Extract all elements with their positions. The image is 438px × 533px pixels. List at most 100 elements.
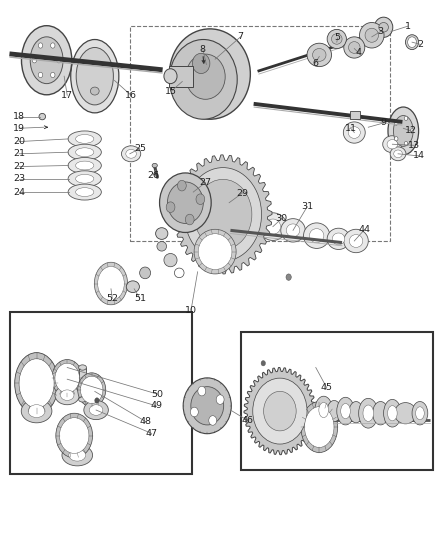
Ellipse shape — [304, 407, 333, 448]
Ellipse shape — [69, 449, 85, 461]
Ellipse shape — [80, 376, 102, 403]
Ellipse shape — [303, 223, 329, 248]
Text: 26: 26 — [147, 171, 159, 180]
Ellipse shape — [191, 386, 223, 425]
Text: 4: 4 — [355, 49, 361, 57]
Text: 11: 11 — [344, 124, 356, 133]
Text: 19: 19 — [13, 124, 25, 133]
Text: 23: 23 — [13, 174, 25, 183]
Ellipse shape — [306, 43, 331, 67]
Ellipse shape — [68, 158, 101, 173]
Text: 9: 9 — [380, 118, 386, 127]
Bar — [11, 312, 191, 474]
Text: 14: 14 — [412, 151, 424, 160]
Ellipse shape — [94, 262, 127, 305]
Ellipse shape — [68, 144, 101, 160]
Ellipse shape — [89, 405, 102, 415]
Text: 10: 10 — [185, 305, 197, 314]
Ellipse shape — [56, 413, 92, 458]
Ellipse shape — [169, 39, 237, 119]
Text: 52: 52 — [106, 294, 118, 303]
Ellipse shape — [75, 134, 94, 143]
Ellipse shape — [156, 241, 166, 251]
Ellipse shape — [263, 391, 296, 431]
Ellipse shape — [152, 164, 157, 167]
Text: 13: 13 — [407, 141, 419, 150]
Ellipse shape — [76, 47, 113, 105]
Circle shape — [407, 37, 416, 47]
Ellipse shape — [312, 49, 325, 61]
Ellipse shape — [314, 396, 332, 424]
Ellipse shape — [30, 37, 63, 84]
Ellipse shape — [349, 235, 362, 247]
Ellipse shape — [411, 401, 427, 425]
Ellipse shape — [378, 22, 388, 32]
Ellipse shape — [19, 359, 54, 408]
Ellipse shape — [387, 107, 418, 155]
Ellipse shape — [309, 229, 323, 243]
Ellipse shape — [393, 150, 402, 158]
Ellipse shape — [163, 69, 177, 84]
Text: 31: 31 — [300, 203, 312, 212]
Ellipse shape — [75, 161, 94, 170]
Ellipse shape — [326, 29, 346, 49]
Circle shape — [215, 395, 223, 405]
Circle shape — [286, 274, 290, 280]
Ellipse shape — [252, 378, 306, 444]
Ellipse shape — [387, 406, 396, 421]
Ellipse shape — [394, 402, 416, 424]
Circle shape — [261, 361, 265, 366]
Ellipse shape — [62, 445, 92, 466]
Text: 18: 18 — [13, 112, 25, 121]
Ellipse shape — [326, 400, 340, 422]
Ellipse shape — [139, 267, 150, 279]
Circle shape — [185, 214, 194, 225]
Ellipse shape — [68, 131, 101, 147]
Text: 50: 50 — [151, 390, 163, 399]
Text: 44: 44 — [358, 225, 370, 234]
Ellipse shape — [68, 184, 101, 200]
Circle shape — [177, 180, 186, 191]
Ellipse shape — [374, 17, 392, 37]
Text: 29: 29 — [236, 189, 248, 198]
Ellipse shape — [194, 229, 236, 274]
Ellipse shape — [359, 22, 383, 48]
Ellipse shape — [362, 405, 373, 422]
Ellipse shape — [389, 147, 405, 161]
Bar — [240, 333, 432, 470]
Circle shape — [38, 43, 42, 48]
Text: 27: 27 — [199, 178, 211, 187]
Bar — [78, 368, 86, 399]
Circle shape — [403, 116, 407, 120]
Text: 1: 1 — [404, 22, 410, 31]
Circle shape — [50, 72, 55, 78]
Ellipse shape — [78, 397, 86, 402]
Ellipse shape — [159, 173, 211, 232]
Ellipse shape — [68, 171, 101, 187]
Text: 2: 2 — [416, 40, 422, 49]
Text: 46: 46 — [241, 416, 253, 425]
Text: 49: 49 — [150, 401, 162, 410]
Ellipse shape — [340, 403, 350, 419]
Ellipse shape — [386, 140, 397, 149]
Ellipse shape — [383, 399, 400, 427]
Ellipse shape — [332, 233, 344, 245]
Bar — [169, 66, 193, 87]
Ellipse shape — [60, 390, 74, 400]
Circle shape — [166, 202, 174, 213]
Ellipse shape — [343, 37, 364, 58]
Circle shape — [208, 416, 216, 425]
Text: 25: 25 — [134, 144, 145, 153]
Ellipse shape — [280, 219, 304, 242]
Ellipse shape — [372, 401, 388, 425]
Circle shape — [195, 194, 204, 205]
Text: 22: 22 — [13, 162, 25, 171]
Text: 12: 12 — [404, 126, 416, 135]
Ellipse shape — [326, 228, 349, 249]
Ellipse shape — [167, 182, 203, 223]
Ellipse shape — [14, 353, 58, 414]
Ellipse shape — [343, 122, 364, 143]
Ellipse shape — [300, 401, 337, 453]
Circle shape — [394, 136, 397, 141]
Ellipse shape — [348, 401, 362, 423]
